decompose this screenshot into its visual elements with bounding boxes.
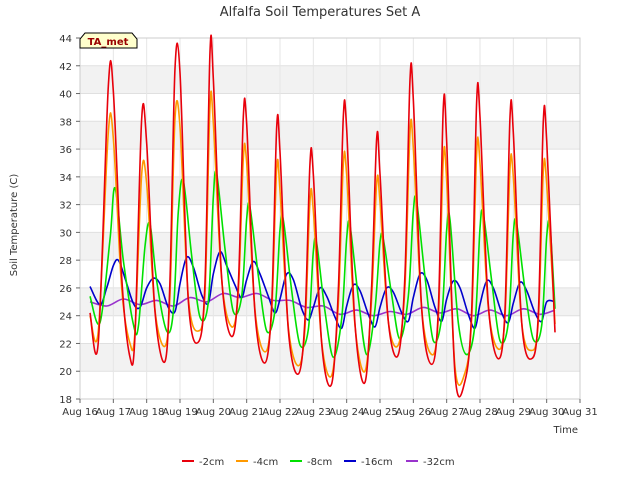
legend-label: -8cm <box>307 457 332 468</box>
x-tick-label: Aug 17 <box>96 407 131 418</box>
badge-frame <box>79 32 138 49</box>
y-tick-label: 42 <box>59 62 72 73</box>
x-tick-label: Aug 20 <box>196 407 231 418</box>
badge-label: TA_met <box>88 37 129 48</box>
x-tick-label: Aug 22 <box>262 407 297 418</box>
plot-band <box>80 121 580 150</box>
y-tick-label: 34 <box>59 173 72 184</box>
x-tick-label: Aug 18 <box>129 407 164 418</box>
x-tick-label: Aug 25 <box>362 407 397 418</box>
x-tick-label: Aug 31 <box>562 407 597 418</box>
x-tick-label: Aug 27 <box>429 407 464 418</box>
plot-band <box>80 176 580 205</box>
y-tick-label: 38 <box>59 117 72 128</box>
y-tick-label: 44 <box>59 34 72 45</box>
series-line <box>89 250 556 330</box>
series-lines <box>89 34 556 398</box>
x-tick-label: Aug 24 <box>329 407 364 418</box>
plot-band <box>80 65 580 94</box>
y-tick-label: 22 <box>59 339 72 350</box>
legend-label: -4cm <box>253 457 278 468</box>
y-tick-label: 28 <box>59 256 72 267</box>
chart-title: Alfalfa Soil Temperatures Set A <box>220 5 421 20</box>
legend-label: -16cm <box>361 457 393 468</box>
y-tick-label: 20 <box>59 367 72 378</box>
x-tick-label: Aug 29 <box>496 407 531 418</box>
x-tick-label: Aug 19 <box>162 407 197 418</box>
series-line <box>89 34 556 398</box>
y-axis-ticks: 18 20 22 24 26 28 30 32 34 36 38 40 42 44 <box>59 34 80 406</box>
legend: -2cm -4cm -8cm -16cm -32cm <box>182 457 455 468</box>
x-tick-label: Aug 28 <box>462 407 497 418</box>
plot-frame <box>79 37 581 400</box>
plot-background <box>80 38 580 399</box>
legend-label: -32cm <box>423 457 455 468</box>
x-tick-label: Aug 21 <box>229 407 264 418</box>
plot-band <box>80 232 580 261</box>
y-tick-label: 36 <box>59 145 72 156</box>
y-tick-label: 24 <box>59 312 72 323</box>
y-tick-label: 32 <box>59 201 72 212</box>
legend-label: -2cm <box>199 457 224 468</box>
x-tick-label: Aug 23 <box>296 407 331 418</box>
grid-lines <box>79 37 581 400</box>
station-badge: TA_met <box>79 32 138 49</box>
y-tick-label: 26 <box>59 284 72 295</box>
y-tick-label: 40 <box>59 90 72 101</box>
x-tick-label: Aug 26 <box>396 407 431 418</box>
x-tick-label: Aug 16 <box>62 407 97 418</box>
y-axis-label: Soil Temperature (C) <box>9 174 20 277</box>
y-tick-label: 30 <box>59 228 72 239</box>
x-tick-label: Aug 30 <box>529 407 564 418</box>
y-tick-label: 18 <box>59 395 72 406</box>
x-axis-label: Time <box>553 425 578 436</box>
